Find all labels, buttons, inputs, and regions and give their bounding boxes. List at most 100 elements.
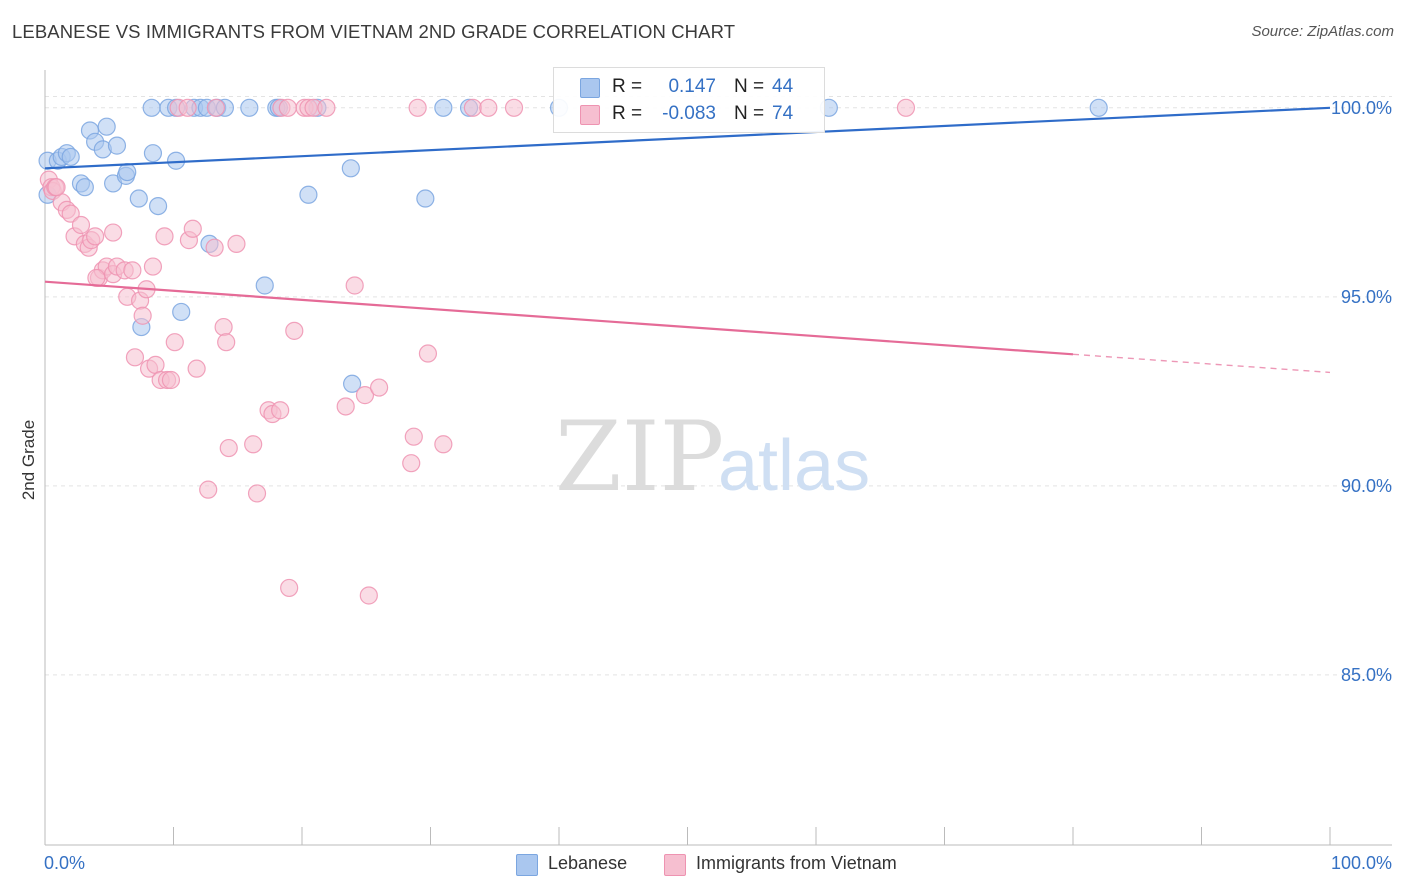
point-vietnam xyxy=(104,223,123,242)
legend-n-value: 74 xyxy=(772,103,794,124)
trend-lines xyxy=(44,106,1331,374)
legend-r-value: -0.083 xyxy=(662,103,716,124)
legend-r-value: 0.147 xyxy=(668,76,716,97)
legend-swatch-lebanese xyxy=(580,78,600,98)
point-vietnam xyxy=(479,98,498,117)
legend-n-value: 44 xyxy=(772,76,794,97)
point-lebanese xyxy=(142,98,161,117)
trend-line-vietnam-extrapolated xyxy=(1072,353,1331,374)
point-vietnam xyxy=(47,178,66,197)
legend-label-vietnam: Immigrants from Vietnam xyxy=(696,853,897,873)
point-vietnam xyxy=(178,98,197,117)
point-vietnam xyxy=(463,98,483,117)
point-vietnam xyxy=(896,98,916,117)
legend-swatch-vietnam xyxy=(664,854,686,876)
stats-legend: R = 0.147 N = 44 R = -0.083 N = 74 xyxy=(553,67,825,133)
point-vietnam xyxy=(133,306,152,325)
point-vietnam xyxy=(317,98,336,117)
legend-row-vietnam: R = -0.083 N = 74 xyxy=(554,101,824,129)
point-vietnam xyxy=(143,257,163,276)
point-vietnam xyxy=(408,98,427,117)
point-vietnam xyxy=(280,578,299,598)
point-vietnam xyxy=(155,227,174,246)
point-vietnam xyxy=(359,586,378,605)
point-vietnam xyxy=(123,261,142,280)
scatter-points xyxy=(38,98,1108,605)
source-label: Source: ZipAtlas.com xyxy=(1251,23,1394,40)
grid-lines xyxy=(45,95,1392,676)
watermark-atlas: atlas xyxy=(718,426,870,506)
y-tick-label: 95.0% xyxy=(1341,287,1392,307)
point-vietnam xyxy=(61,204,80,223)
legend-row-lebanese: R = 0.147 N = 44 xyxy=(554,74,824,102)
point-lebanese xyxy=(148,196,168,216)
point-lebanese xyxy=(343,374,362,393)
point-lebanese xyxy=(143,144,163,163)
point-lebanese xyxy=(75,178,94,197)
point-vietnam xyxy=(206,98,226,117)
point-lebanese xyxy=(299,185,318,204)
x-tick-label: 0.0% xyxy=(44,853,85,873)
point-vietnam xyxy=(125,348,145,367)
y-tick-label: 100.0% xyxy=(1331,98,1392,118)
point-vietnam xyxy=(146,355,165,374)
point-vietnam xyxy=(161,370,181,390)
y-axis-label: 2nd Grade xyxy=(19,420,38,500)
point-vietnam xyxy=(271,401,290,420)
point-vietnam xyxy=(71,215,91,235)
trend-line-lebanese xyxy=(44,106,1331,170)
point-lebanese xyxy=(107,136,127,155)
point-vietnam xyxy=(205,238,224,257)
point-vietnam xyxy=(370,378,389,397)
point-lebanese xyxy=(341,159,360,178)
legend-label-lebanese: Lebanese xyxy=(548,853,628,873)
point-vietnam xyxy=(227,234,246,254)
point-vietnam xyxy=(199,480,218,499)
point-vietnam xyxy=(214,317,233,337)
point-vietnam xyxy=(434,435,453,454)
point-vietnam xyxy=(86,227,105,246)
point-lebanese xyxy=(61,147,80,167)
chart-title: LEBANESE VS IMMIGRANTS FROM VIETNAM 2ND … xyxy=(12,21,736,42)
legend-n-label: N = xyxy=(734,76,765,97)
x-tick-label: 100.0% xyxy=(1331,853,1392,873)
point-vietnam xyxy=(418,344,438,363)
point-vietnam xyxy=(247,484,267,503)
point-vietnam xyxy=(219,438,238,458)
trend-line-vietnam xyxy=(44,280,1074,356)
point-vietnam xyxy=(345,276,364,295)
y-tick-label: 85.0% xyxy=(1341,665,1392,685)
watermark: ZIP atlas xyxy=(555,401,870,513)
y-tick-label: 90.0% xyxy=(1341,476,1392,496)
legend-swatch-vietnam xyxy=(580,105,600,125)
point-vietnam xyxy=(402,454,421,473)
point-vietnam xyxy=(504,98,524,117)
point-vietnam xyxy=(404,427,423,446)
point-lebanese xyxy=(97,117,116,136)
legend-r-label: R = xyxy=(612,103,643,124)
point-vietnam xyxy=(244,435,263,454)
point-lebanese xyxy=(129,189,148,208)
point-vietnam xyxy=(187,359,206,378)
point-vietnam xyxy=(165,333,184,352)
point-vietnam xyxy=(355,386,375,405)
legend-r-label: R = xyxy=(612,76,643,97)
point-lebanese xyxy=(434,98,453,117)
point-vietnam xyxy=(278,98,297,117)
legend-n-label: N = xyxy=(734,103,765,124)
point-lebanese xyxy=(166,151,186,170)
point-vietnam xyxy=(217,333,236,352)
legend-swatch-lebanese xyxy=(516,854,538,876)
point-vietnam xyxy=(285,321,304,340)
point-lebanese xyxy=(255,276,274,295)
point-lebanese xyxy=(118,162,137,182)
point-vietnam xyxy=(336,397,355,416)
point-vietnam xyxy=(183,219,202,238)
point-lebanese xyxy=(240,98,259,117)
point-lebanese xyxy=(416,189,435,208)
watermark-zip: ZIP xyxy=(555,401,724,513)
series-legend: Lebanese Immigrants from Vietnam xyxy=(0,852,1406,878)
tick-labels: 100.0% 95.0% 90.0% 85.0% 0.0% 100.0% xyxy=(44,98,1392,873)
point-lebanese xyxy=(1089,98,1108,117)
